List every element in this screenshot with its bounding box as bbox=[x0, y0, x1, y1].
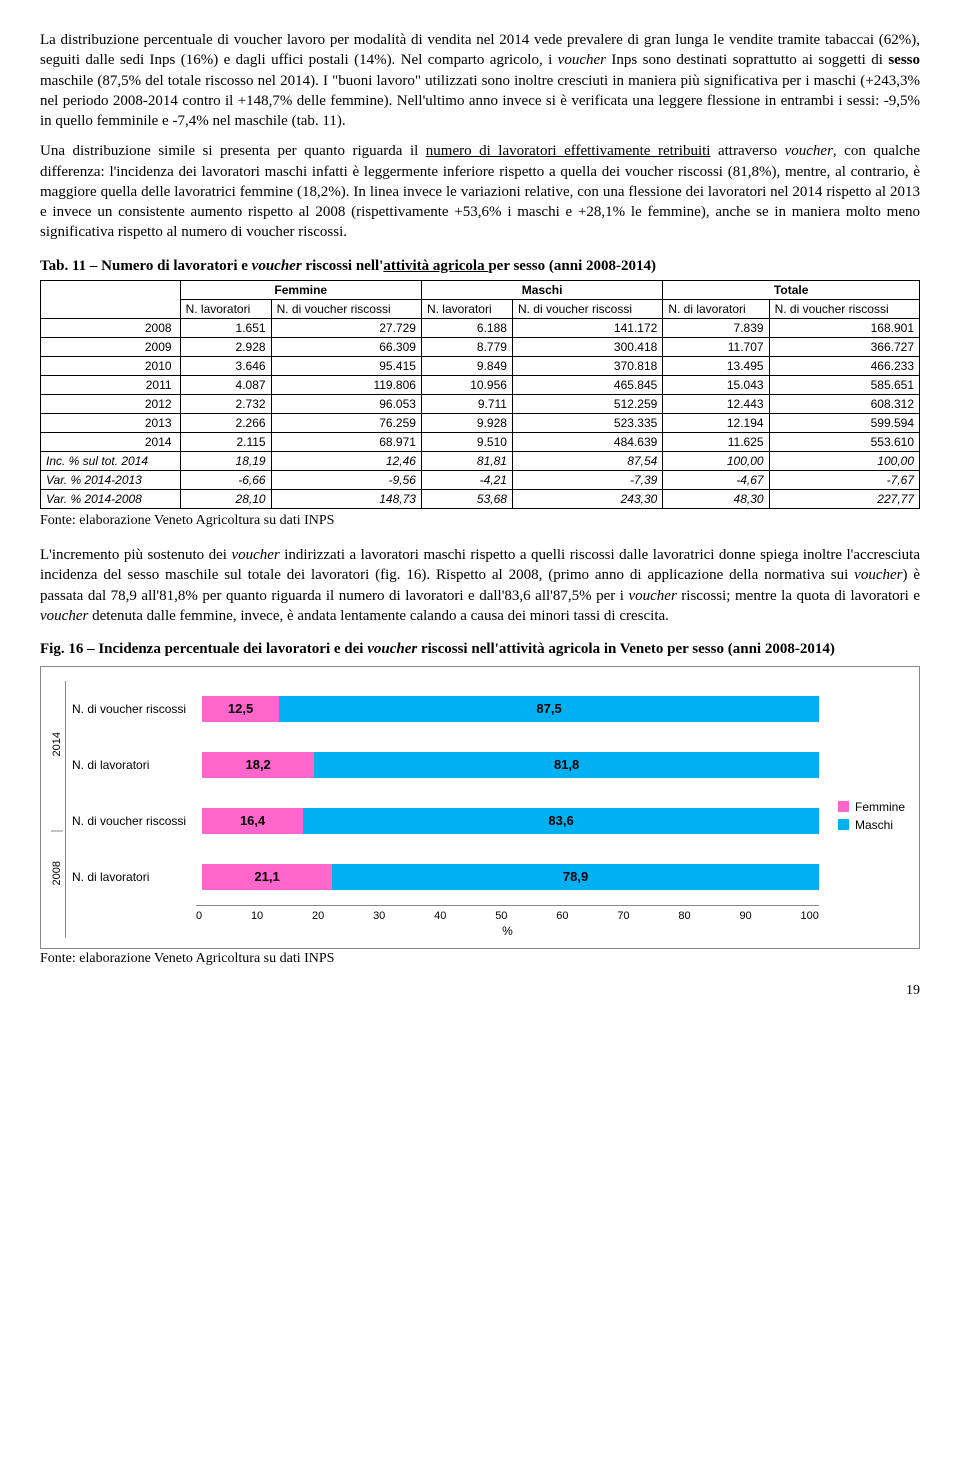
figure-source: Fonte: elaborazione Veneto Agricoltura s… bbox=[40, 951, 920, 967]
paragraph-3: L'incremento più sostenuto dei voucher i… bbox=[40, 545, 920, 626]
page-number: 19 bbox=[40, 983, 920, 999]
table-source: Fonte: elaborazione Veneto Agricoltura s… bbox=[40, 513, 920, 529]
chart: 20142008 N. di voucher riscossi12,587,5N… bbox=[40, 666, 920, 949]
x-axis-label: % bbox=[196, 924, 819, 938]
figure-title: Fig. 16 – Incidenza percentuale dei lavo… bbox=[40, 640, 920, 660]
legend: FemmineMaschi bbox=[838, 796, 905, 836]
table-title: Tab. 11 – Numero di lavoratori e voucher… bbox=[40, 257, 920, 277]
paragraph-1: La distribuzione percentuale di voucher … bbox=[40, 30, 920, 131]
paragraph-2: Una distribuzione simile si presenta per… bbox=[40, 141, 920, 242]
data-table: FemmineMaschiTotaleN. lavoratoriN. di vo… bbox=[40, 280, 920, 509]
